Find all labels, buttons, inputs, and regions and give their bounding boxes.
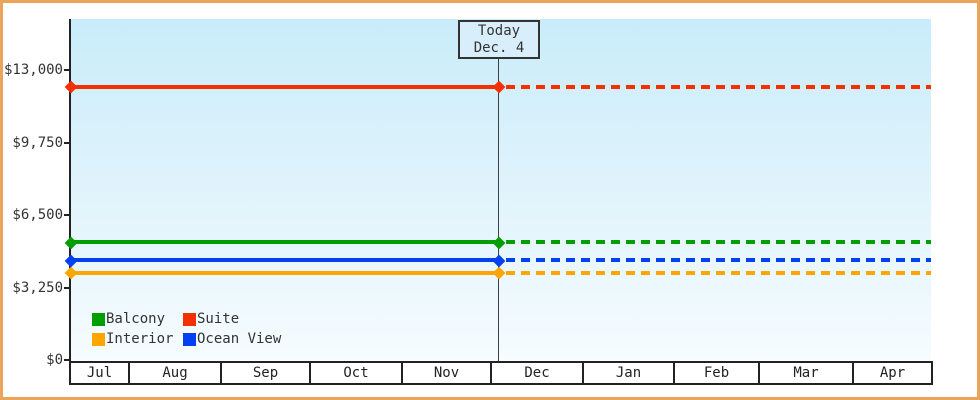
today-box: Today Dec. 4 xyxy=(458,20,540,59)
today-box-title: Today xyxy=(477,23,521,39)
y-axis-tick xyxy=(64,141,71,144)
month-cell-jul: Jul xyxy=(86,365,113,381)
y-axis-label: $6,500 xyxy=(12,207,63,223)
y-axis-label: $0 xyxy=(46,352,63,368)
legend-item-ocean-view: Ocean View xyxy=(183,329,281,349)
legend-label: Suite xyxy=(197,311,240,327)
y-axis-label: $9,750 xyxy=(12,134,63,151)
month-cell-dec: Dec xyxy=(490,363,582,383)
legend-item-interior: Interior xyxy=(92,329,183,349)
month-cell-oct: Oct xyxy=(309,363,401,383)
month-cell-nov: Nov xyxy=(401,363,490,383)
y-axis-tick xyxy=(64,69,71,71)
month-cell-jan: Jan xyxy=(582,363,673,383)
series-line-dashed-balcony xyxy=(505,240,931,245)
legend-swatch xyxy=(183,312,196,326)
series-line-dashed-ocean-view xyxy=(505,258,931,263)
legend-swatch xyxy=(92,312,105,326)
series-line-solid-suite xyxy=(71,84,499,89)
month-cell-apr: Apr xyxy=(852,363,931,383)
legend-item-balcony: Balcony xyxy=(92,309,183,329)
legend-swatch xyxy=(92,332,105,346)
y-axis-tick xyxy=(64,359,71,361)
month-cell-feb: Feb xyxy=(673,363,758,383)
today-line xyxy=(498,59,500,361)
chart-canvas: Today Dec. 4 Jul Aug Sep Oct Nov Dec Jan Feb Mar… xyxy=(3,3,977,397)
month-cell-mar: Mar xyxy=(758,363,852,383)
legend: Balcony Suite Interior Ocean View xyxy=(92,309,281,349)
legend-label: Interior xyxy=(106,331,174,347)
y-axis-label: $13,000 xyxy=(3,62,63,78)
y-axis-tick xyxy=(64,214,71,216)
legend-item-suite: Suite xyxy=(183,309,281,329)
today-box-date: Dec. 4 xyxy=(473,40,525,56)
series-line-solid-balcony xyxy=(71,240,499,245)
month-axis: Jul Aug Sep Oct Nov Dec Jan Feb Mar Apr xyxy=(69,361,933,385)
y-axis-label: $3,250 xyxy=(12,279,63,296)
legend-label: Ocean View xyxy=(197,331,282,347)
y-axis-tick xyxy=(64,286,71,289)
legend-label: Balcony xyxy=(106,311,166,327)
plot-area xyxy=(71,19,931,360)
series-line-dashed-suite xyxy=(505,84,931,89)
y-axis-line xyxy=(69,19,71,361)
month-cell-aug: Aug xyxy=(128,363,220,383)
legend-swatch xyxy=(183,332,196,346)
month-cell-sep: Sep xyxy=(220,363,309,383)
series-line-solid-ocean-view xyxy=(71,258,499,263)
series-line-solid-interior xyxy=(71,270,499,275)
series-line-dashed-interior xyxy=(505,270,931,275)
